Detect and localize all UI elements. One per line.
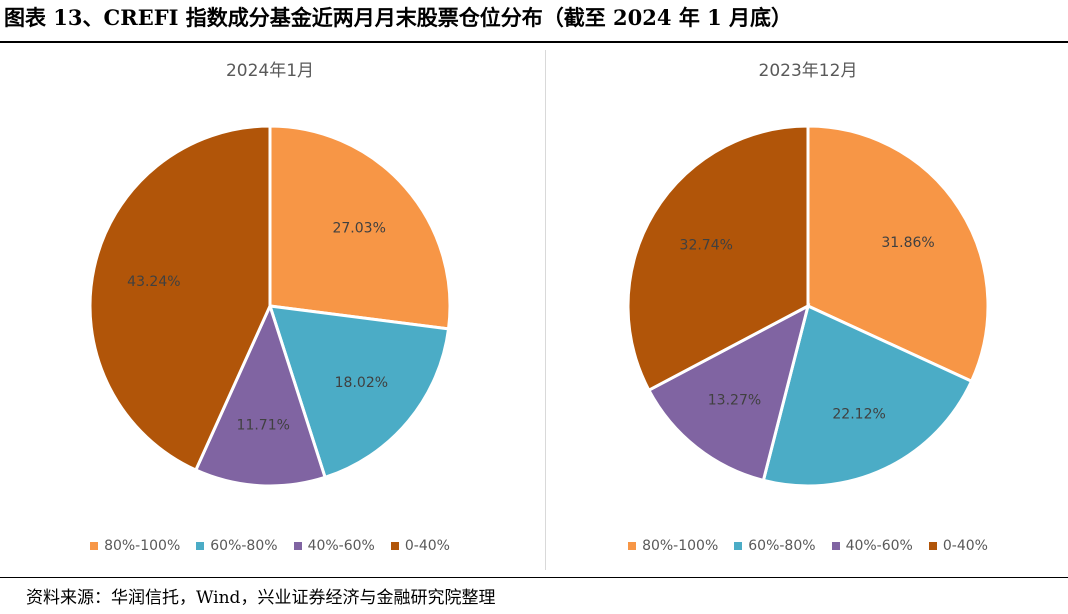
legend: 80%-100% 60%-80% 40%-60% 0-40% [10,538,530,554]
legend-label: 40%-60% [845,538,913,554]
chart-title: 2023年12月 [758,61,858,81]
data-label: 11.71% [237,418,290,434]
legend-item: 60%-80% [196,538,278,554]
pie-chart: 31.86% 22.12% 13.27% 32.74% [626,124,990,488]
title-rule [0,41,1068,43]
data-label: 32.74% [680,238,733,254]
legend-label: 60%-80% [748,538,816,554]
legend-swatch [293,542,302,550]
legend-item: 0-40% [390,538,450,554]
data-label: 13.27% [708,392,761,408]
chart-panel-2024-01: 2024年1月 27.03% 18.02% 11.71% 43.24% 80%-100… [10,44,530,574]
figure-title: 图表 13、CREFI 指数成分基金近两月月末股票仓位分布（截至 2024 年 … [4,5,793,30]
legend-swatch [196,542,205,550]
pie-slice-60%-80% [267,304,451,480]
data-label: 22.12% [832,406,885,422]
pie-slice-80%-100% [806,124,990,384]
chart-panel-2023-12: 2023年12月 31.86% 22.12% 13.27% 32.74% 80%-10… [548,44,1068,574]
legend-swatch [928,542,937,550]
legend-swatch [831,542,840,550]
panel-divider [545,50,546,570]
legend-label: 60%-80% [210,538,278,554]
data-label: 27.03% [332,221,385,237]
legend-swatch [628,542,637,550]
legend-item: 0-40% [928,538,988,554]
pie-slice-40%-60% [646,303,811,483]
legend-label: 80%-100% [104,538,181,554]
pie-chart: 27.03% 18.02% 11.71% 43.24% [88,124,452,488]
legend-item: 80%-100% [628,538,718,554]
legend-label: 0-40% [942,538,988,554]
legend-swatch [90,542,99,550]
pie-slice-60%-80% [761,303,974,488]
legend-item: 40%-60% [293,538,375,554]
data-label: 31.86% [881,235,934,251]
legend-swatch [390,542,399,550]
legend-item: 40%-60% [831,538,913,554]
data-label: 43.24% [127,274,180,290]
legend-label: 80%-100% [642,538,719,554]
legend-label: 40%-60% [307,538,375,554]
legend-swatch [734,542,743,550]
pie-slice-80%-100% [268,124,452,331]
pie-slice-0-40% [88,124,272,472]
chart-title: 2024年1月 [225,61,315,81]
legend-label: 0-40% [404,538,450,554]
source-rule [0,577,1068,578]
pie-slice-0-40% [626,124,810,393]
legend: 80%-100% 60%-80% 40%-60% 0-40% [548,538,1068,554]
legend-item: 80%-100% [90,538,180,554]
data-label: 18.02% [335,375,388,391]
source-note: 资料来源：华润信托，Wind，兴业证券经济与金融研究院整理 [26,588,496,608]
pie-slice-40%-60% [193,301,327,488]
legend-item: 60%-80% [734,538,816,554]
